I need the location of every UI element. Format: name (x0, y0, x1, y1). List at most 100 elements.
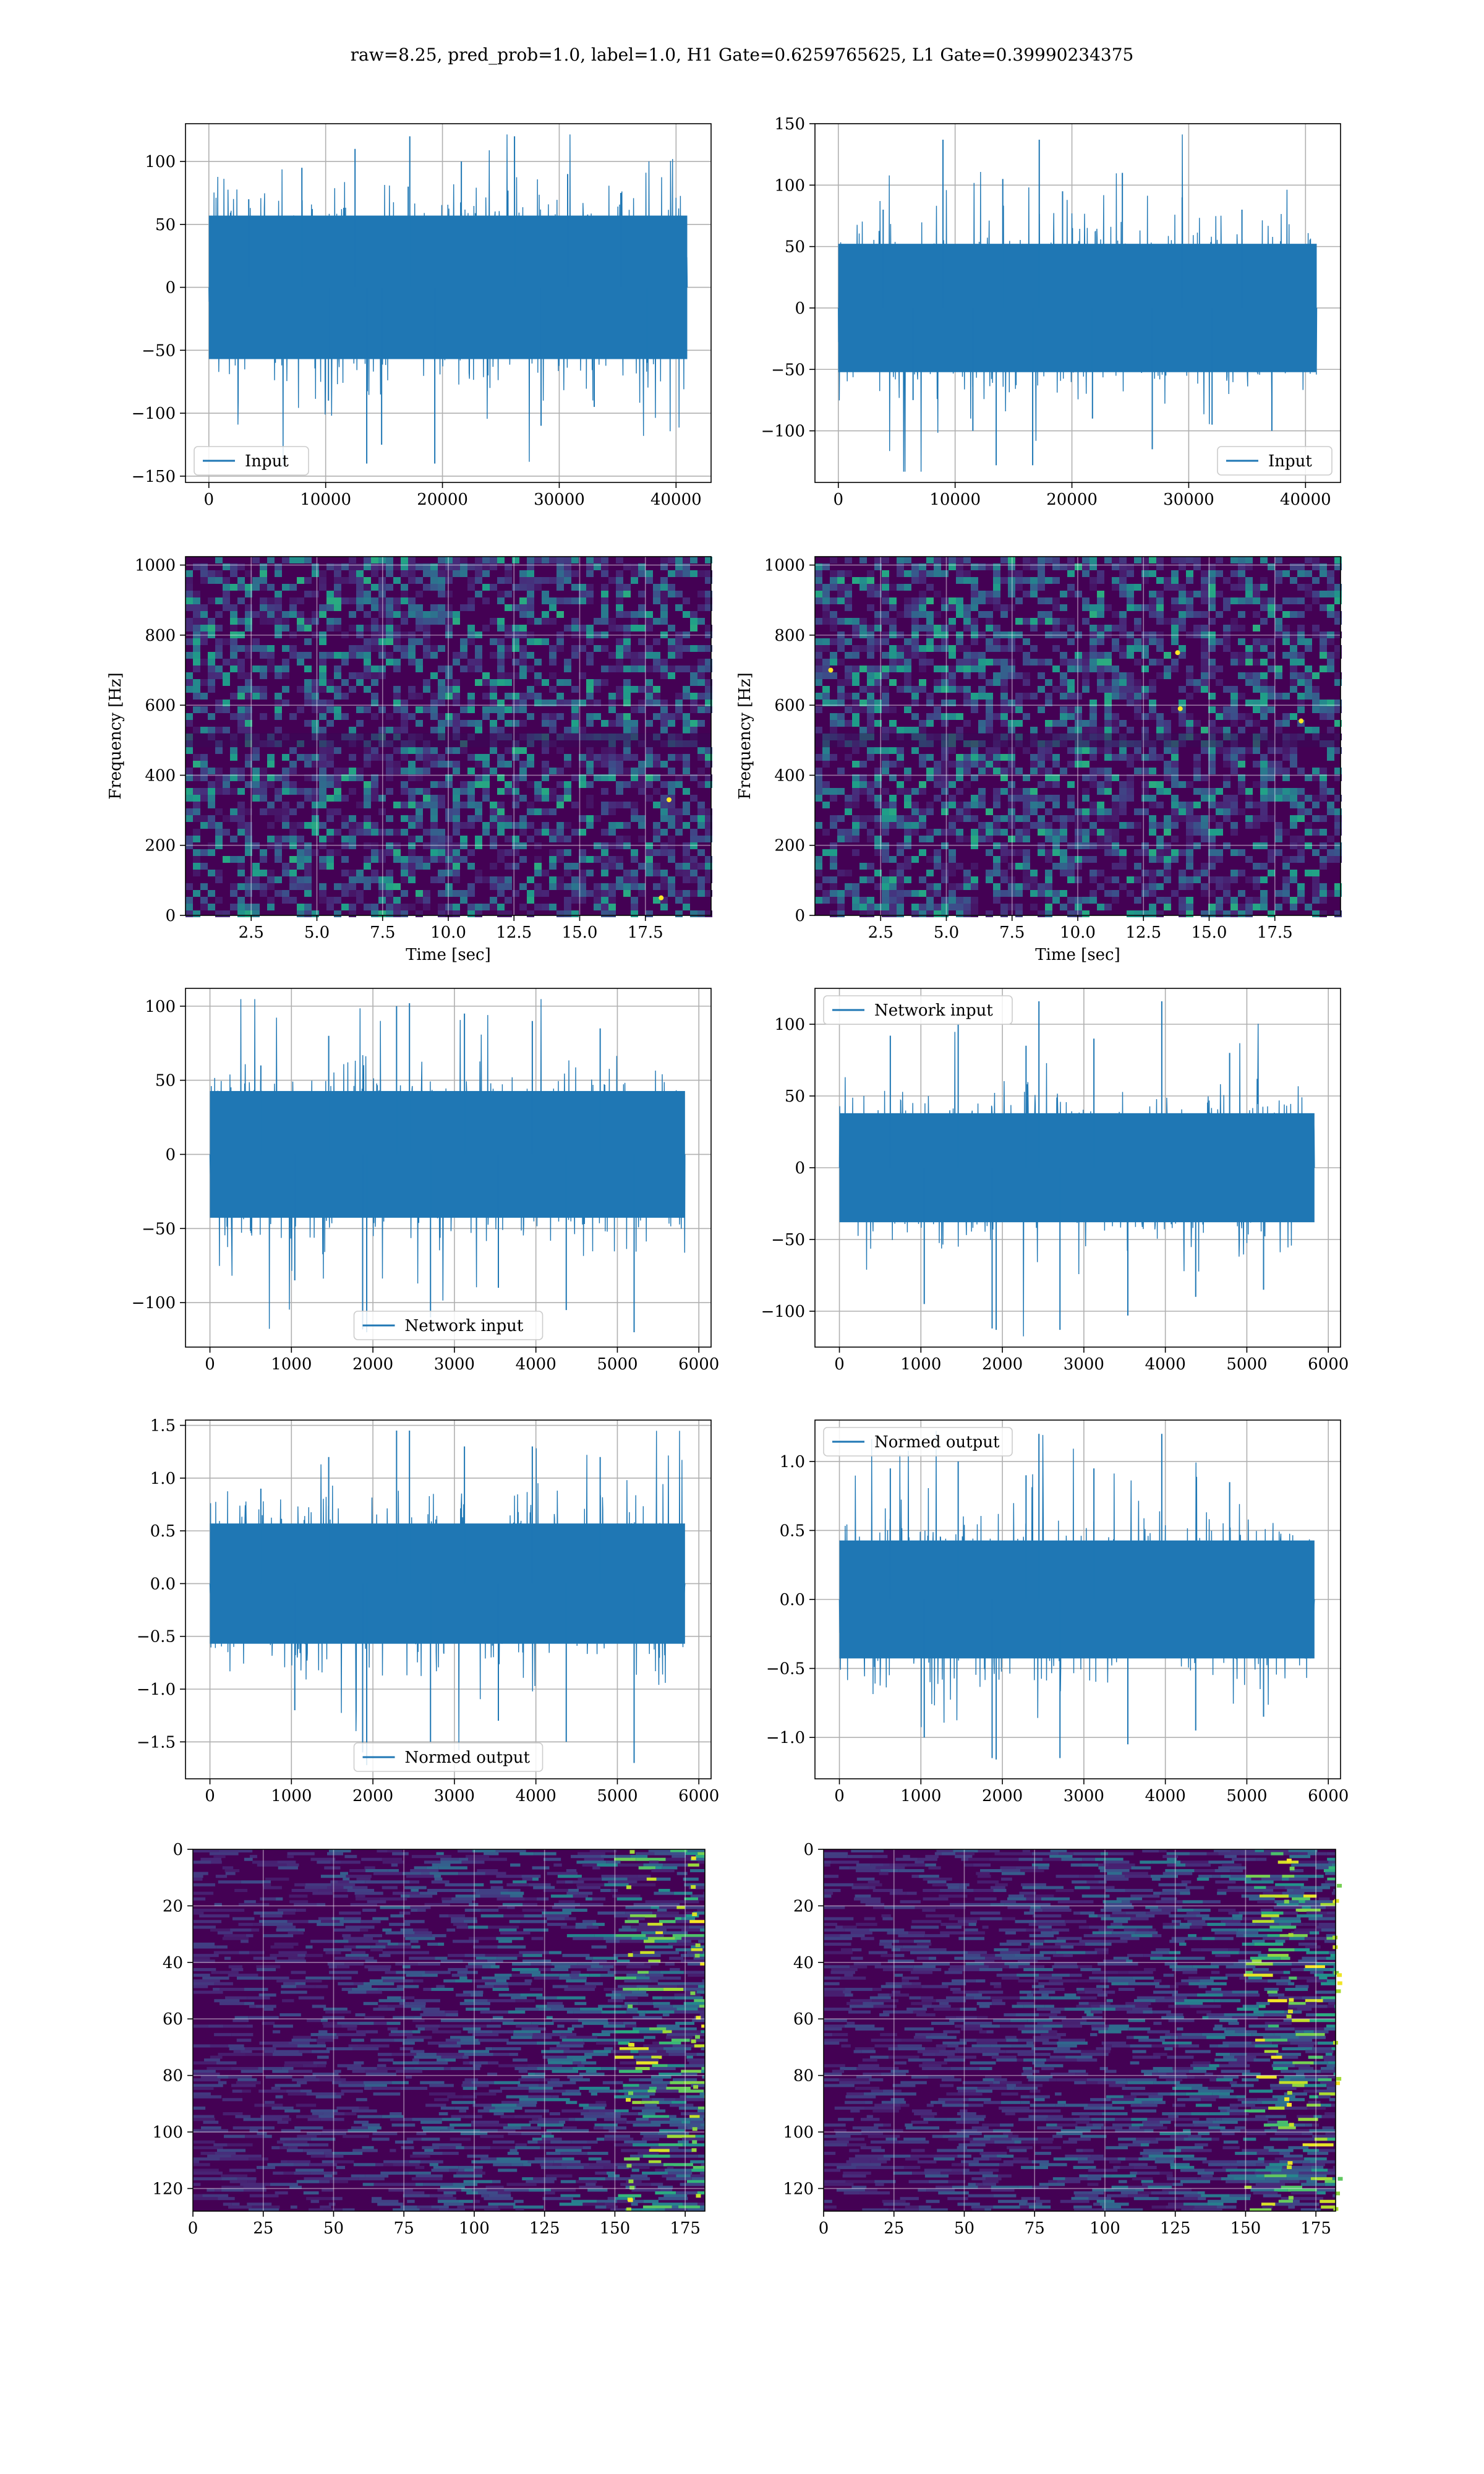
heatmap-cell (949, 761, 956, 768)
heatmap-cell (978, 720, 986, 727)
heatmap-cell (1015, 706, 1023, 713)
heatmap-cell (289, 1894, 308, 1898)
heatmap-cell (321, 1920, 340, 1924)
heatmap-cell (1008, 876, 1015, 883)
heatmap-cell (393, 638, 401, 645)
h1-spectrogram-panel: 2.5 5.0 7.5 10.0 12.5 15.0 17.5020040060080010… (106, 556, 712, 964)
heatmap-cell (304, 557, 312, 563)
heatmap-cell (245, 829, 252, 836)
heatmap-cell (445, 672, 453, 679)
heatmap-cell (1008, 577, 1015, 584)
heatmap-cell (564, 836, 571, 842)
heatmap-cell (356, 802, 364, 808)
heatmap-cell (1038, 795, 1045, 802)
heatmap-cell (527, 686, 534, 693)
heatmap-cell (1119, 591, 1127, 597)
heatmap-cell (668, 672, 675, 679)
heatmap-cell (889, 904, 897, 910)
heatmap-cell (334, 1928, 360, 1932)
heatmap-cell (326, 815, 334, 822)
heatmap-cell (350, 1903, 377, 1906)
heatmap-cell (837, 768, 845, 774)
heatmap-cell (304, 761, 312, 768)
heatmap-cell (260, 768, 267, 774)
heatmap-cell (275, 815, 282, 822)
heatmap-cell (852, 618, 859, 625)
heatmap-cell (1127, 645, 1134, 652)
heatmap-cell (349, 876, 356, 883)
heatmap-cell (319, 584, 326, 591)
heatmap-cell (1268, 666, 1275, 672)
heatmap-cell (1312, 693, 1320, 700)
heatmap-cell (505, 645, 512, 652)
heatmap-cell (616, 645, 623, 652)
heatmap-cell (1104, 842, 1112, 849)
heatmap-cell (1312, 876, 1320, 883)
heatmap-cell (1201, 774, 1208, 781)
heatmap-cell (334, 652, 341, 659)
heatmap-cell (1141, 808, 1149, 815)
heatmap-cell (859, 761, 867, 768)
heatmap-cell (276, 1928, 297, 1932)
heatmap-cell (505, 883, 512, 890)
heatmap-cell (1334, 563, 1342, 570)
heatmap-cell (1260, 754, 1268, 761)
heatmap-cell (1119, 693, 1127, 700)
heatmap-cell (1008, 563, 1015, 570)
heatmap-cell (597, 1911, 626, 1915)
heatmap-cell (200, 883, 208, 890)
heatmap-cell (1208, 638, 1216, 645)
heatmap-cell (186, 638, 193, 645)
heatmap-cell (267, 761, 275, 768)
heatmap-cell (527, 591, 534, 597)
heatmap-cell (1045, 822, 1052, 829)
heatmap-cell (1223, 645, 1230, 652)
heatmap-cell (208, 659, 215, 666)
heatmap-cell (601, 679, 608, 686)
heatmap-cell (1186, 822, 1193, 829)
heatmap-cell (497, 679, 505, 686)
heatmap-cell (378, 625, 386, 631)
heatmap-cell (941, 768, 949, 774)
heatmap-cell (200, 679, 208, 686)
heatmap-cell (341, 679, 349, 686)
heatmap-cell (638, 638, 646, 645)
heatmap-cell (911, 808, 919, 815)
heatmap-cell (401, 631, 408, 638)
heatmap-cell (549, 904, 556, 910)
heatmap-cell (904, 686, 911, 693)
heatmap-cell (1253, 863, 1260, 870)
heatmap-cell (230, 638, 237, 645)
heatmap-cell (549, 863, 556, 870)
heatmap-cell (453, 802, 460, 808)
heatmap-cell (1245, 700, 1253, 706)
heatmap-cell (364, 802, 371, 808)
heatmap-cell (1253, 700, 1260, 706)
heatmap-cell (1268, 788, 1275, 795)
heatmap-cell (282, 863, 289, 870)
heatmap-cell (882, 727, 889, 734)
heatmap-cell (1008, 788, 1015, 795)
heatmap-cell (408, 815, 416, 822)
heatmap-cell (505, 604, 512, 611)
y-tick-label: −50 (771, 1231, 805, 1249)
heatmap-cell (1216, 557, 1223, 563)
heatmap-cell (1320, 631, 1327, 638)
heatmap-cell (482, 904, 490, 910)
heatmap-cell (193, 625, 200, 631)
heatmap-cell (445, 910, 453, 917)
heatmap-cell (356, 604, 364, 611)
heatmap-cell (549, 700, 556, 706)
heatmap-cell (586, 700, 594, 706)
heatmap-cell (364, 645, 371, 652)
y-tick-label: 100 (145, 153, 176, 171)
heatmap-cell (586, 870, 594, 876)
heatmap-cell (874, 802, 882, 808)
heatmap-cell (623, 679, 631, 686)
heatmap-cell (1275, 795, 1282, 802)
heatmap-cell (1268, 652, 1275, 659)
heatmap-cell (660, 713, 668, 720)
heatmap-cell (874, 842, 882, 849)
heatmap-cell (475, 781, 482, 788)
x-tick-label: 20000 (1046, 490, 1098, 509)
